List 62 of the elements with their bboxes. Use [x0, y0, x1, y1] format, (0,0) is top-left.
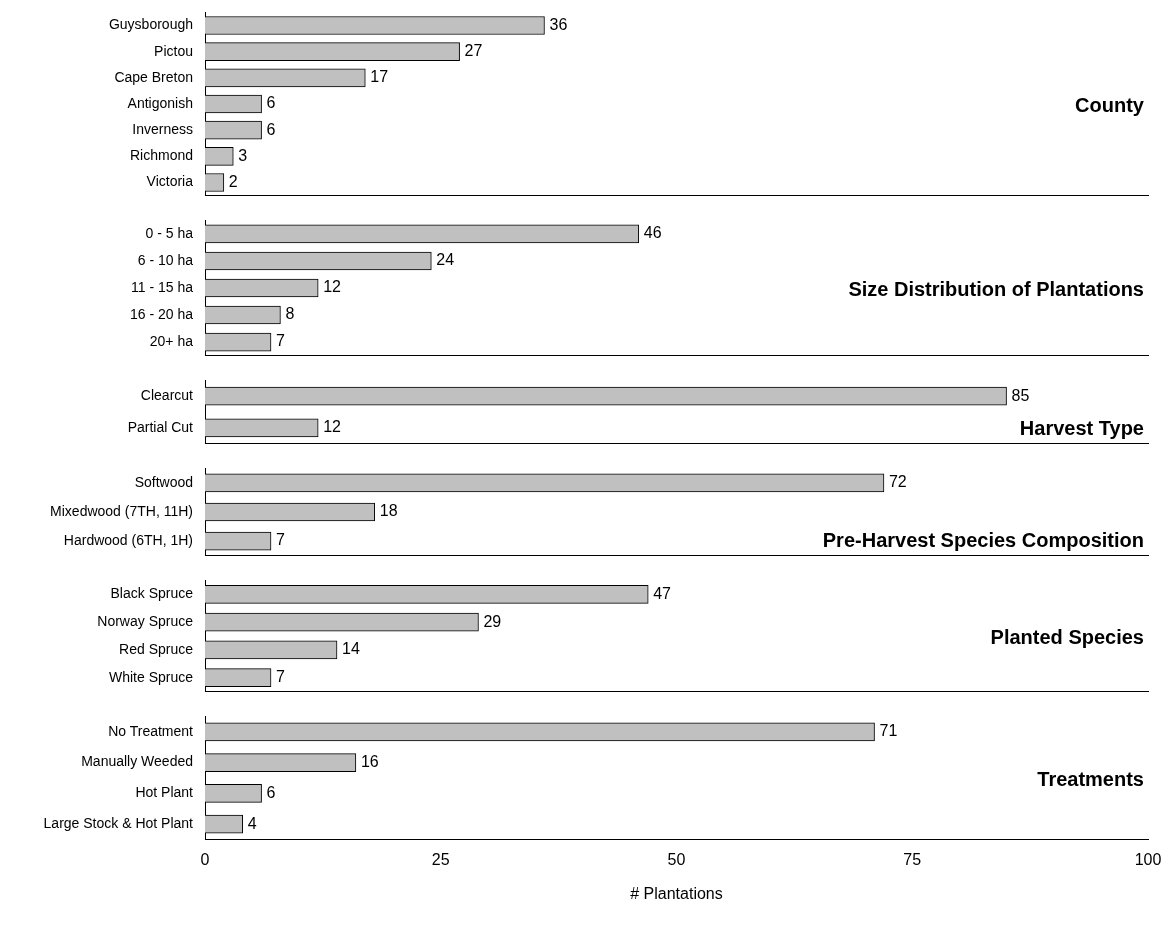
data-label: 18: [379, 502, 398, 520]
data-label: 29: [483, 612, 502, 630]
data-label: 46: [643, 224, 662, 242]
data-label: 47: [653, 584, 672, 602]
data-label: 6: [266, 783, 276, 801]
x-tick-label: 50: [667, 850, 686, 868]
y-tick-label: Clearcut: [140, 387, 194, 404]
data-label: 14: [342, 640, 360, 658]
data-label: 12: [323, 278, 342, 296]
data-label: 2: [228, 172, 238, 190]
y-tick-label: White Spruce: [108, 668, 194, 685]
y-tick-label: Hot Plant: [135, 784, 194, 801]
y-tick-label: Antigonish: [127, 94, 193, 111]
y-tick-label: Cape Breton: [114, 68, 193, 85]
data-label: 6: [266, 94, 276, 112]
data-label: 85: [1011, 386, 1030, 404]
data-label: 12: [323, 418, 342, 436]
y-tick-label: Victoria: [146, 173, 194, 190]
data-label: 36: [549, 15, 568, 33]
y-tick-label: Hardwood (6TH, 1H): [63, 531, 193, 548]
y-tick-label: 16 - 20 ha: [129, 305, 194, 322]
data-label: 8: [285, 305, 295, 323]
text: County: [1075, 94, 1145, 116]
text: Size Distribution of Plantations: [848, 278, 1144, 300]
x-tick-label: 25: [431, 850, 450, 868]
y-tick-label: Richmond: [129, 147, 193, 164]
data-label: 72: [888, 473, 907, 491]
y-tick-label: 6 - 10 ha: [137, 251, 194, 268]
data-label: 7: [276, 531, 286, 549]
x-tick-label: 75: [903, 850, 922, 868]
y-tick-label: 0 - 5 ha: [145, 224, 194, 241]
y-tick-label: No Treatment: [108, 722, 194, 739]
data-label: 17: [370, 68, 389, 86]
text: Pre-Harvest Species Composition: [822, 529, 1144, 552]
y-tick-label: Pictou: [154, 42, 193, 59]
text: Harvest Type: [1019, 417, 1144, 440]
y-tick-label: Large Stock & Hot Plant: [43, 815, 194, 832]
data-label: 4: [247, 814, 257, 832]
data-label: 6: [266, 120, 276, 138]
text: Planted Species: [990, 626, 1144, 648]
y-tick-label: Manually Weeded: [81, 753, 193, 770]
y-tick-label: Black Spruce: [110, 585, 194, 602]
y-tick-label: Partial Cut: [127, 418, 194, 435]
y-tick-label: Inverness: [132, 121, 193, 138]
y-tick-label: 11 - 15 ha: [130, 278, 194, 295]
text: Treatments: [1037, 768, 1144, 790]
data-label: 71: [879, 722, 898, 740]
y-tick-label: Norway Spruce: [97, 612, 194, 629]
data-label: 16: [360, 753, 379, 771]
data-label: 7: [276, 332, 286, 350]
data-label: 27: [464, 42, 483, 60]
y-tick-label: Red Spruce: [119, 640, 194, 657]
y-tick-label: 20+ ha: [149, 332, 194, 349]
x-tick-label: 0: [200, 850, 210, 868]
x-tick-label: 100: [1134, 850, 1162, 868]
y-tick-label: Mixedwood (7TH, 11H): [50, 502, 193, 519]
y-tick-label: Guysborough: [108, 16, 193, 33]
data-label: 24: [436, 251, 455, 269]
x-axis-title: # Plantations: [630, 884, 723, 902]
data-label: 3: [238, 146, 248, 164]
data-label: 7: [276, 668, 286, 686]
y-tick-label: Softwood: [134, 473, 193, 490]
